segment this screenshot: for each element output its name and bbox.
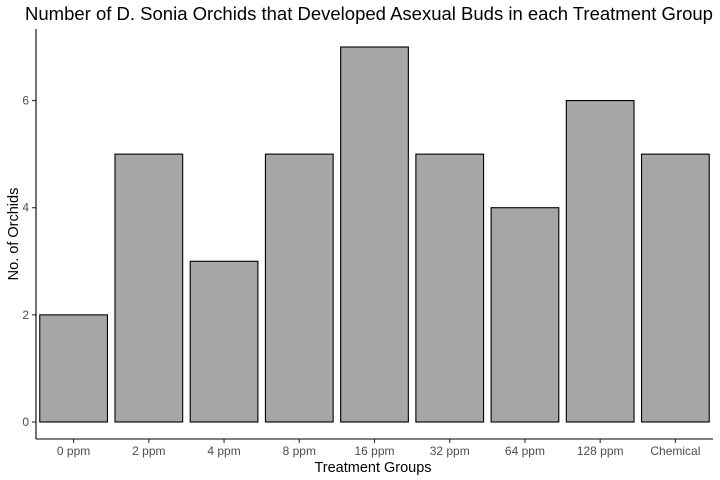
y-tick-label: 4 (22, 201, 29, 215)
y-tick-label: 6 (22, 94, 29, 108)
bar-0-ppm (39, 314, 109, 423)
y-axis-ticks: 0 2 4 6 (22, 94, 36, 429)
bar-2-ppm (114, 153, 184, 423)
bar-64-ppm (490, 207, 560, 423)
bar-4-ppm (189, 260, 259, 423)
x-axis-title: Treatment Groups (314, 460, 431, 476)
chart-title: Number of D. Sonia Orchids that Develope… (25, 3, 713, 24)
x-axis-ticks: 0 ppm 2 ppm 4 ppm 8 ppm 16 ppm 32 ppm 64 ppm 12… (57, 439, 700, 458)
bar-chemical (640, 153, 710, 423)
bar-8-ppm (264, 153, 334, 423)
bars-group (39, 46, 710, 423)
y-tick-label: 0 (22, 415, 29, 429)
x-tick-label: 2 ppm (132, 444, 165, 458)
x-tick-label: 128 ppm (577, 444, 624, 458)
x-tick-label: 64 ppm (505, 444, 545, 458)
x-tick-label: 0 ppm (57, 444, 90, 458)
x-tick-label: 16 ppm (354, 444, 394, 458)
x-tick-label: 4 ppm (207, 444, 240, 458)
x-tick-label: 8 ppm (283, 444, 316, 458)
x-tick-label: 32 ppm (430, 444, 470, 458)
bar-32-ppm (415, 153, 485, 423)
y-axis-title: No. of Orchids (6, 188, 22, 281)
x-tick-label: Chemical (650, 444, 700, 458)
y-tick-label: 2 (22, 308, 29, 322)
bar-16-ppm (340, 46, 409, 423)
bar-128-ppm (565, 100, 635, 423)
